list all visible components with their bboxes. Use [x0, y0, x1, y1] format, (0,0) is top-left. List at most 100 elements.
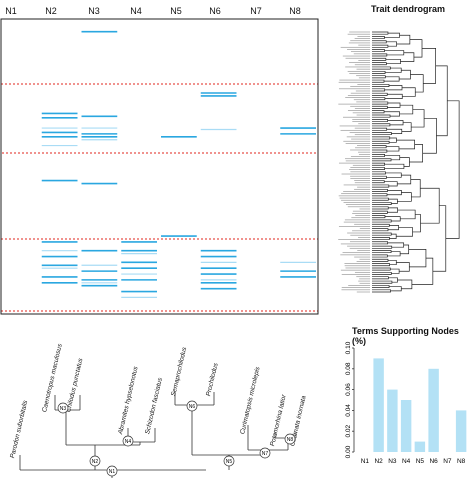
x-tick-label: N7 [443, 458, 452, 465]
x-tick-label: N4 [402, 458, 411, 465]
dendrogram-leaf [351, 217, 370, 219]
bar-chart-bars [373, 358, 467, 452]
dendrogram-leaf [354, 271, 370, 273]
dendrogram-leaf [356, 114, 370, 116]
dendrogram-leaf [359, 208, 370, 210]
dendrogram-leaf [341, 193, 370, 195]
dendrogram-leaf [352, 230, 370, 232]
dendrogram-leaf [338, 239, 370, 240]
tree-node-label: N8 [287, 437, 294, 443]
dendrogram-leaf [349, 132, 370, 133]
dendrogram-leaf [358, 123, 370, 125]
y-tick-label: 0.06 [345, 383, 352, 396]
column-label-n5: N5 [170, 6, 182, 16]
dendrogram-leaf [354, 182, 370, 184]
dendrogram-leaf [339, 125, 370, 127]
dendrogram-leaf [350, 167, 370, 168]
dendrogram-leaf [347, 110, 370, 112]
dendrogram-leaf [338, 226, 370, 227]
dendrogram-leaf [358, 60, 370, 61]
bar [387, 389, 398, 452]
dendrogram-leaf [353, 99, 370, 101]
x-tick-label: N8 [457, 458, 466, 465]
dendrogram-leaf [349, 62, 370, 63]
tree-node-label: N6 [189, 404, 196, 410]
dendrogram-leaf [349, 73, 370, 74]
dendrogram-leaf [345, 66, 370, 68]
dendrogram-leaf [347, 245, 370, 247]
dendrogram-leaf [352, 164, 370, 166]
x-tick-label: N3 [388, 458, 397, 465]
dendrogram-leaf [344, 219, 370, 221]
dendrogram-leaf [350, 40, 370, 42]
bar-chart-title: Terms Supporting Nodes (%) [352, 326, 459, 346]
x-tick-label: N5 [416, 458, 425, 465]
tree-node-label: N7 [262, 451, 269, 457]
dendrogram-leaf [347, 206, 370, 208]
dendrogram-leaf [343, 202, 370, 203]
dendrogram-leaf [340, 129, 370, 131]
dendrogram-leaf [341, 173, 370, 175]
dendrogram-leaf [348, 42, 370, 44]
dendrogram-leaf [353, 53, 370, 55]
dendrogram-leaf [358, 151, 370, 153]
dendrogram-leaf [345, 97, 370, 98]
dendrogram-leaf [345, 57, 370, 59]
dendrogram-leaf [354, 180, 370, 181]
column-label-n6: N6 [209, 6, 221, 16]
dendrogram-leaf [342, 55, 370, 57]
tree-node-label: N2 [92, 459, 99, 465]
dendrogram-leaf [354, 256, 370, 258]
dendrogram-leaf [357, 145, 370, 146]
dendrogram-leaf [354, 64, 370, 66]
dendrogram-leaf [340, 254, 370, 256]
dendrogram-leaf [359, 228, 370, 229]
column-label-n7: N7 [250, 6, 262, 16]
bar [373, 358, 384, 452]
column-label-n2: N2 [45, 6, 57, 16]
dendrogram-leaf [349, 169, 370, 170]
dendrogram-leaf [357, 186, 370, 188]
y-tick-label: 0.04 [345, 404, 352, 417]
dendrogram-leaf [338, 162, 370, 164]
tree-node-n5 [223, 455, 235, 467]
dendrogram-leaf [358, 237, 370, 238]
trait-dendrogram [338, 31, 460, 293]
dendrogram-leaf [355, 215, 370, 216]
dendrogram-leaf [344, 265, 370, 267]
dendrogram-leaf [349, 247, 370, 249]
tree-node-n1 [106, 465, 118, 477]
dendrogram-leaf [346, 136, 370, 138]
y-tick-label: 0.00 [345, 445, 352, 458]
dendrogram-title: Trait dendrogram [371, 4, 446, 14]
dendrogram-leaf [355, 90, 370, 92]
tree-node-n6 [186, 400, 198, 412]
dendrogram-leaf [342, 116, 370, 118]
dendrogram-leaf [338, 88, 370, 90]
dendrogram-leaf [347, 70, 370, 72]
dendrogram-leaf [356, 276, 370, 278]
term-heatmap [0, 18, 319, 315]
dendrogram-leaf [350, 105, 370, 107]
dendrogram-leaf [343, 221, 370, 223]
dendrogram-leaf [350, 51, 370, 53]
column-label-n4: N4 [130, 6, 142, 16]
dendrogram-leaf [339, 197, 370, 199]
dendrogram-leaf [345, 160, 370, 162]
dendrogram-leaf [349, 241, 370, 243]
dendrogram-leaf [345, 204, 370, 205]
dendrogram-leaf [359, 282, 370, 284]
dendrogram-leaf [344, 263, 370, 264]
heatmap-frame [0, 18, 319, 315]
dendrogram-leaf [341, 274, 370, 275]
dendrogram-leaf [338, 103, 370, 105]
x-tick-label: N6 [429, 458, 438, 465]
dendrogram-leaf [359, 258, 370, 260]
dendrogram-leaf [347, 95, 370, 96]
dendrogram-leaf [343, 191, 370, 192]
dendrogram-leaf [345, 143, 370, 144]
dendrogram-leaf [356, 68, 370, 70]
dendrogram-leaf [341, 199, 370, 201]
dendrogram-leaf [347, 49, 370, 50]
dendrogram-leaf [358, 154, 370, 155]
